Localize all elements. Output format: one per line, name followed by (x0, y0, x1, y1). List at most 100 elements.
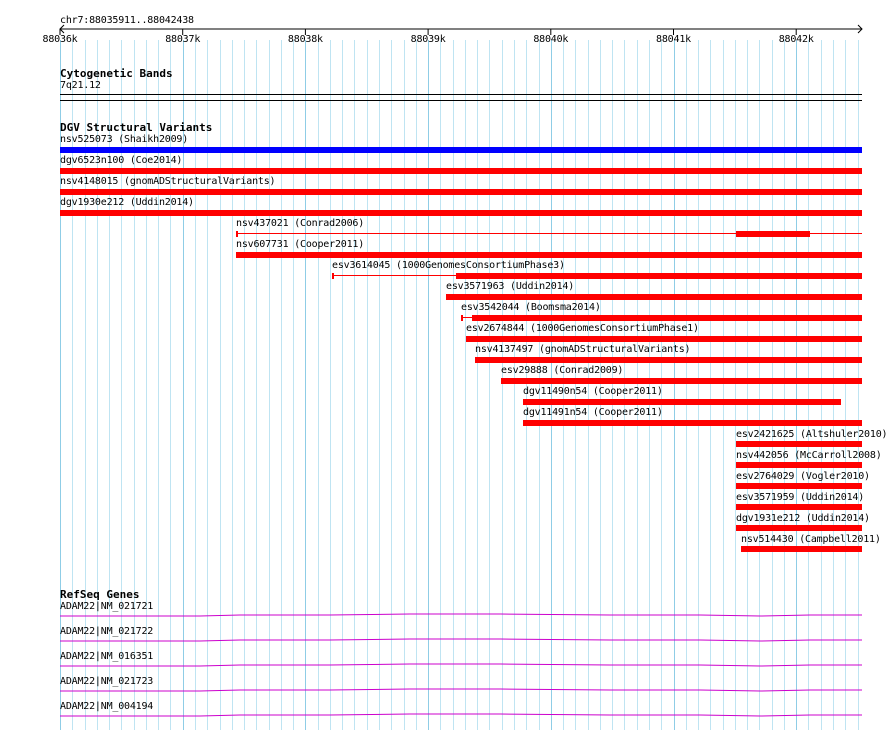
variant-bar[interactable] (60, 210, 862, 216)
variant-bar-stub[interactable] (236, 231, 238, 237)
grid-line (391, 40, 392, 730)
variant-bar[interactable] (736, 483, 862, 489)
variant-bar[interactable] (236, 252, 862, 258)
gene-model-line[interactable] (60, 688, 862, 692)
grid-line (60, 40, 61, 730)
grid-line (330, 40, 331, 730)
variant-label[interactable]: esv29888 (Conrad2009) (501, 365, 624, 376)
grid-line (97, 40, 98, 730)
variant-bar[interactable] (523, 420, 862, 426)
grid-line (354, 40, 355, 730)
variant-bar[interactable] (446, 294, 862, 300)
gene-model-line[interactable] (60, 613, 862, 617)
variant-bar[interactable] (523, 399, 841, 405)
variant-label[interactable]: esv2421625 (Altshuler2010) (736, 429, 888, 440)
ruler-tick-label: 88040k (533, 34, 569, 45)
variant-label[interactable]: dgv6523n100 (Coe2014) (60, 155, 183, 166)
variant-label[interactable]: nsv4148015 (gnomADStructuralVariants) (60, 176, 276, 187)
variant-bar-stub[interactable] (461, 315, 463, 321)
grid-line (195, 40, 196, 730)
grid-line (428, 40, 429, 730)
variant-label[interactable]: nsv525073 (Shaikh2009) (60, 134, 189, 145)
variant-label[interactable]: nsv4137497 (gnomADStructuralVariants) (475, 344, 691, 355)
grid-line (477, 40, 478, 730)
variant-bar[interactable] (736, 441, 862, 447)
grid-line (845, 40, 846, 730)
cytoband-label: 7q21.12 (60, 80, 101, 91)
grid-line (858, 40, 859, 730)
grid-line (244, 40, 245, 730)
ruler-tick-label: 88038k (287, 34, 323, 45)
grid-line (526, 40, 527, 730)
variant-label[interactable]: esv3571959 (Uddin2014) (736, 492, 865, 503)
variant-bar[interactable] (60, 189, 862, 195)
variant-label[interactable]: dgv11490n54 (Cooper2011) (523, 386, 663, 397)
gene-label[interactable]: ADAM22|NM_021721 (60, 601, 154, 612)
ruler-tick-label: 88042k (778, 34, 814, 45)
variant-bar[interactable] (736, 231, 810, 237)
variant-bar[interactable] (456, 273, 862, 279)
variant-label[interactable]: nsv607731 (Cooper2011) (236, 239, 365, 250)
grid-line (109, 40, 110, 730)
variant-label[interactable]: esv2674844 (1000GenomesConsortiumPhase1) (466, 323, 699, 334)
grid-line (220, 40, 221, 730)
variant-label[interactable]: esv3614045 (1000GenomesConsortiumPhase3) (332, 260, 565, 271)
grid-line (453, 40, 454, 730)
grid-line (465, 40, 466, 730)
variant-bar[interactable] (60, 168, 862, 174)
ruler-tick-label: 88036k (42, 34, 78, 45)
variant-label[interactable]: esv3542044 (Boomsma2014) (461, 302, 601, 313)
variant-connector (332, 275, 456, 276)
variant-bar[interactable] (736, 525, 862, 531)
gene-label[interactable]: ADAM22|NM_021722 (60, 626, 154, 637)
ruler-axis (59, 24, 863, 35)
gene-label[interactable]: ADAM22|NM_016351 (60, 651, 154, 662)
ruler-tick-label: 88041k (656, 34, 691, 45)
variant-bar-stub[interactable] (332, 273, 334, 279)
variant-bar[interactable] (741, 546, 862, 552)
variant-bar[interactable] (466, 336, 862, 342)
grid-line (318, 40, 319, 730)
gene-model-line[interactable] (60, 663, 862, 667)
gene-model-line[interactable] (60, 713, 862, 717)
grid-line (723, 40, 724, 730)
grid-line (269, 40, 270, 730)
variant-bar[interactable] (736, 504, 862, 510)
cytoband-bar-top (60, 94, 862, 95)
variant-label[interactable]: nsv514430 (Campbell2011) (741, 534, 881, 545)
gene-model-line[interactable] (60, 638, 862, 642)
grid-line (600, 40, 601, 730)
variant-label[interactable]: esv3571963 (Uddin2014) (446, 281, 575, 292)
grid-line (121, 40, 122, 730)
gene-label[interactable]: ADAM22|NM_021723 (60, 676, 154, 687)
gene-label[interactable]: ADAM22|NM_004194 (60, 701, 154, 712)
grid-line (539, 40, 540, 730)
grid-line (772, 40, 773, 730)
grid-line (649, 40, 650, 730)
grid-line (796, 40, 797, 730)
variant-bar[interactable] (472, 315, 862, 321)
variant-label[interactable]: dgv11491n54 (Cooper2011) (523, 407, 663, 418)
grid-line (575, 40, 576, 730)
variant-label[interactable]: nsv437021 (Conrad2006) (236, 218, 365, 229)
grid-line (367, 40, 368, 730)
variant-bar[interactable] (736, 462, 862, 468)
variant-label[interactable]: dgv1930e212 (Uddin2014) (60, 197, 194, 208)
variant-label[interactable]: dgv1931e212 (Uddin2014) (736, 513, 870, 524)
variant-bar[interactable] (60, 147, 862, 153)
variant-label[interactable]: esv2764029 (Vogler2010) (736, 471, 870, 482)
variant-label[interactable]: nsv442056 (McCarroll2008) (736, 450, 882, 461)
refseq-section-title: RefSeq Genes (60, 588, 140, 601)
variant-bar[interactable] (501, 378, 862, 384)
ruler-tick-label: 88037k (165, 34, 201, 45)
grid-line (698, 40, 699, 730)
variant-bar[interactable] (475, 357, 862, 363)
grid-line (747, 40, 748, 730)
grid-line (72, 40, 73, 730)
ruler-tick-label: 88039k (410, 34, 446, 45)
grid-line (207, 40, 208, 730)
grid-line (416, 40, 417, 730)
grid-line (674, 40, 675, 730)
